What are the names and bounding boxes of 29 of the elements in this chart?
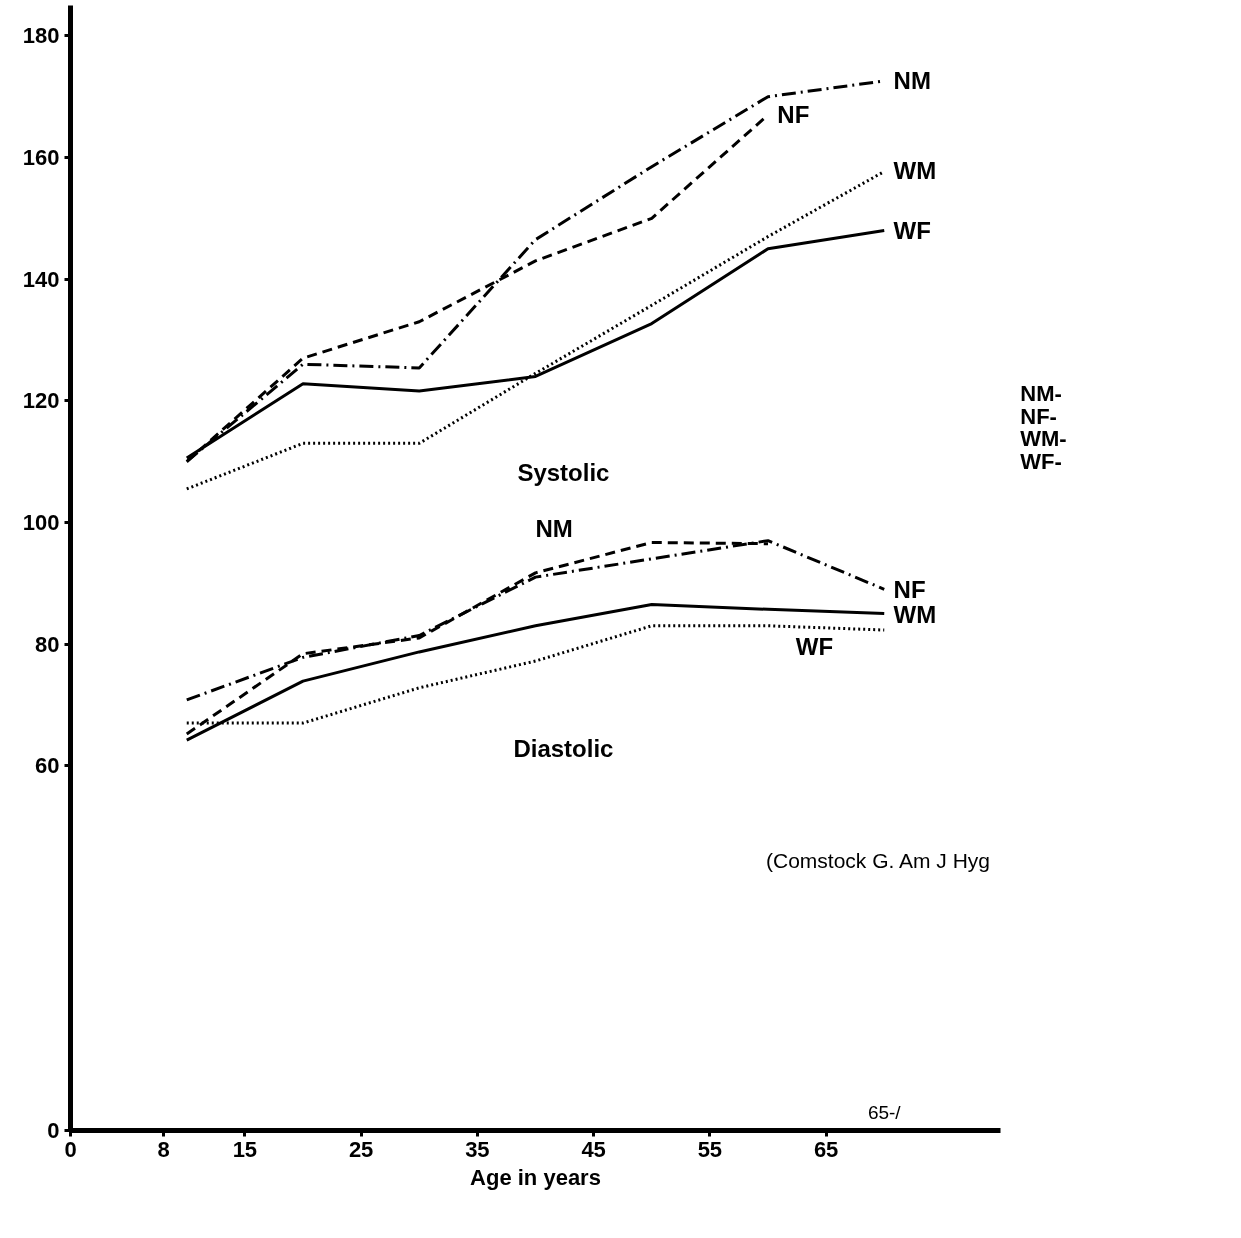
y-tick-label: 140 [22, 266, 60, 292]
annotation: NF [777, 101, 810, 129]
annotation: WM [893, 157, 937, 185]
x-tick-label: 8 [157, 1136, 170, 1162]
x-tick-label: 35 [465, 1136, 490, 1162]
annotation: (Comstock G. Am J Hyg [766, 849, 991, 872]
y-tick-label: 120 [22, 388, 60, 414]
x-tick-label: 0 [64, 1136, 77, 1162]
y-tick-label: 180 [22, 23, 60, 49]
y-tick-label: 60 [35, 753, 60, 779]
annotation: WF [795, 633, 834, 661]
y-tick-label: 100 [22, 509, 60, 535]
annotation: NM [893, 67, 931, 95]
annotation: NF [893, 575, 926, 603]
annotation: 65-/ [867, 1101, 902, 1123]
x-tick-label: 55 [697, 1136, 723, 1162]
x-tick-label: 25 [348, 1136, 374, 1162]
x-tick-label: 15 [232, 1136, 258, 1162]
y-tick-label: 80 [35, 631, 60, 657]
x-tick-label: 45 [581, 1136, 606, 1162]
x-axis-title: Age in years [470, 1164, 601, 1190]
y-tick-label: 0 [47, 1118, 60, 1143]
x-tick-label: 65 [813, 1136, 839, 1162]
annotation: WM [893, 600, 937, 628]
annotation: Systolic [517, 458, 610, 486]
annotation: NM [535, 515, 573, 543]
annotation: WF [893, 217, 931, 244]
y-tick-label: 160 [22, 145, 60, 171]
annotation: Diastolic [513, 734, 614, 762]
